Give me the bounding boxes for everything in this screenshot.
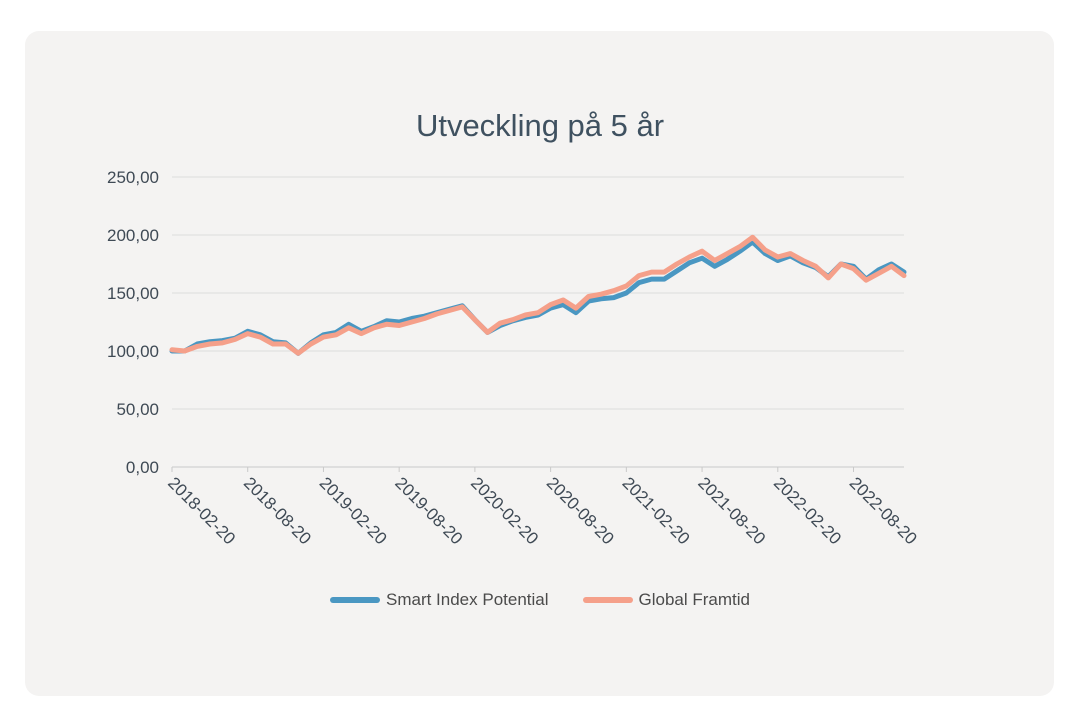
y-tick-label: 200,00 [107,226,159,245]
legend-item-smart-index-potential: Smart Index Potential [329,590,549,610]
y-tick-label: 150,00 [107,284,159,303]
x-tick-label: 2021-02-20 [619,473,694,548]
legend-swatch-smart-index-potential [329,597,380,603]
y-tick-label: 250,00 [107,168,159,187]
x-tick-label: 2021-08-20 [694,473,769,548]
x-tick-label: 2019-08-20 [391,473,466,548]
chart-title: Utveckling på 5 år [415,108,665,143]
legend-swatch-global-framtid [582,597,633,603]
x-tick-label: 2020-02-20 [467,473,542,548]
x-tick-label: 2018-02-20 [164,473,239,548]
legend-label-smart-index-potential: Smart Index Potential [385,590,549,609]
legend-label-global-framtid: Global Framtid [638,590,750,609]
x-tick-label: 2018-08-20 [240,473,315,548]
x-tick-label: 2022-08-20 [846,473,921,548]
legend-item-global-framtid: Global Framtid [582,590,750,610]
series-line-global-framtid [169,234,907,356]
x-tick-label: 2022-02-20 [770,473,845,548]
x-tick-label: 2020-08-20 [543,473,618,548]
chart-legend: Smart Index Potential Global Framtid [0,590,1080,610]
series-line-smart-index-potential [169,239,907,356]
y-tick-label: 100,00 [107,342,159,361]
chart-card [25,31,1054,696]
y-tick-label: 50,00 [116,400,159,419]
x-tick-label: 2019-02-20 [316,473,391,548]
y-tick-label: 0,00 [126,458,159,477]
